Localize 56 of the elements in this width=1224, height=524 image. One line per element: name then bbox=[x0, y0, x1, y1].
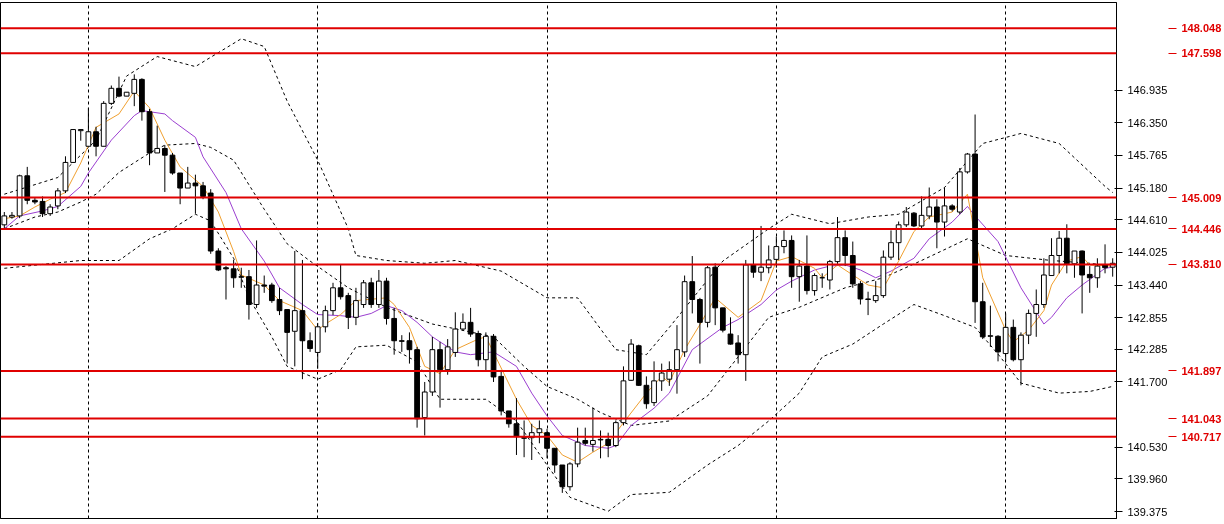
candlestick bbox=[857, 280, 864, 306]
candlestick bbox=[758, 225, 764, 282]
candlestick bbox=[781, 229, 787, 254]
candlestick bbox=[674, 324, 680, 395]
candlestick bbox=[353, 287, 359, 326]
candlestick bbox=[987, 305, 994, 348]
y-tick-label: 143.440 bbox=[1127, 279, 1168, 292]
ref-line-label: 144.446 bbox=[1181, 222, 1222, 235]
y-tick-label: 146.935 bbox=[1127, 84, 1168, 97]
candlestick bbox=[895, 220, 902, 261]
y-tick-label: 141.700 bbox=[1127, 375, 1168, 388]
y-tick-label: 139.960 bbox=[1127, 472, 1168, 485]
candlestick bbox=[322, 305, 329, 333]
ref-line-label: 141.043 bbox=[1181, 412, 1222, 425]
candlestick bbox=[811, 272, 818, 297]
y-tick-label: 142.855 bbox=[1127, 311, 1168, 324]
candlestick bbox=[223, 265, 229, 301]
y-tick-label: 144.610 bbox=[1127, 213, 1168, 226]
candlestick bbox=[307, 331, 313, 353]
y-tick-label: 140.530 bbox=[1127, 441, 1168, 454]
candlestick bbox=[551, 447, 558, 474]
candlestick bbox=[437, 341, 443, 409]
candlestick bbox=[177, 172, 183, 205]
candlestick bbox=[1079, 249, 1085, 314]
ref-line-label: 147.598 bbox=[1181, 47, 1222, 60]
candlestick bbox=[697, 297, 703, 365]
y-tick-label: 145.765 bbox=[1127, 149, 1168, 162]
candlestick bbox=[888, 229, 894, 261]
ref-line-label: 143.810 bbox=[1181, 258, 1222, 271]
candlestick bbox=[903, 206, 910, 228]
candlestick bbox=[559, 464, 566, 494]
candlestick bbox=[567, 461, 573, 492]
ref-line-label: 141.897 bbox=[1181, 365, 1222, 377]
ref-line-label: 148.048 bbox=[1181, 22, 1222, 35]
y-tick-label: 145.180 bbox=[1127, 182, 1168, 195]
candlestick bbox=[93, 126, 99, 157]
candlestick bbox=[865, 291, 871, 316]
y-tick-label: 144.025 bbox=[1127, 246, 1168, 259]
candlestick bbox=[544, 428, 550, 459]
candlestick bbox=[995, 334, 1001, 362]
candlestick bbox=[651, 360, 657, 407]
candlestick bbox=[513, 397, 520, 456]
y-tick-label: 142.285 bbox=[1127, 343, 1168, 356]
y-tick-label: 139.375 bbox=[1127, 505, 1168, 518]
candlestick bbox=[85, 107, 92, 147]
ref-line-label: 140.717 bbox=[1181, 430, 1222, 443]
y-tick-label: 146.350 bbox=[1127, 116, 1168, 129]
candlestick bbox=[773, 236, 780, 269]
candlestick bbox=[460, 312, 466, 332]
candlestick bbox=[391, 307, 398, 356]
candlestick bbox=[330, 282, 336, 316]
candlestick bbox=[483, 331, 489, 372]
candlestick bbox=[116, 76, 122, 98]
candlestick bbox=[719, 307, 726, 333]
ref-line-label: 145.009 bbox=[1181, 191, 1222, 204]
candlestick bbox=[9, 211, 15, 220]
